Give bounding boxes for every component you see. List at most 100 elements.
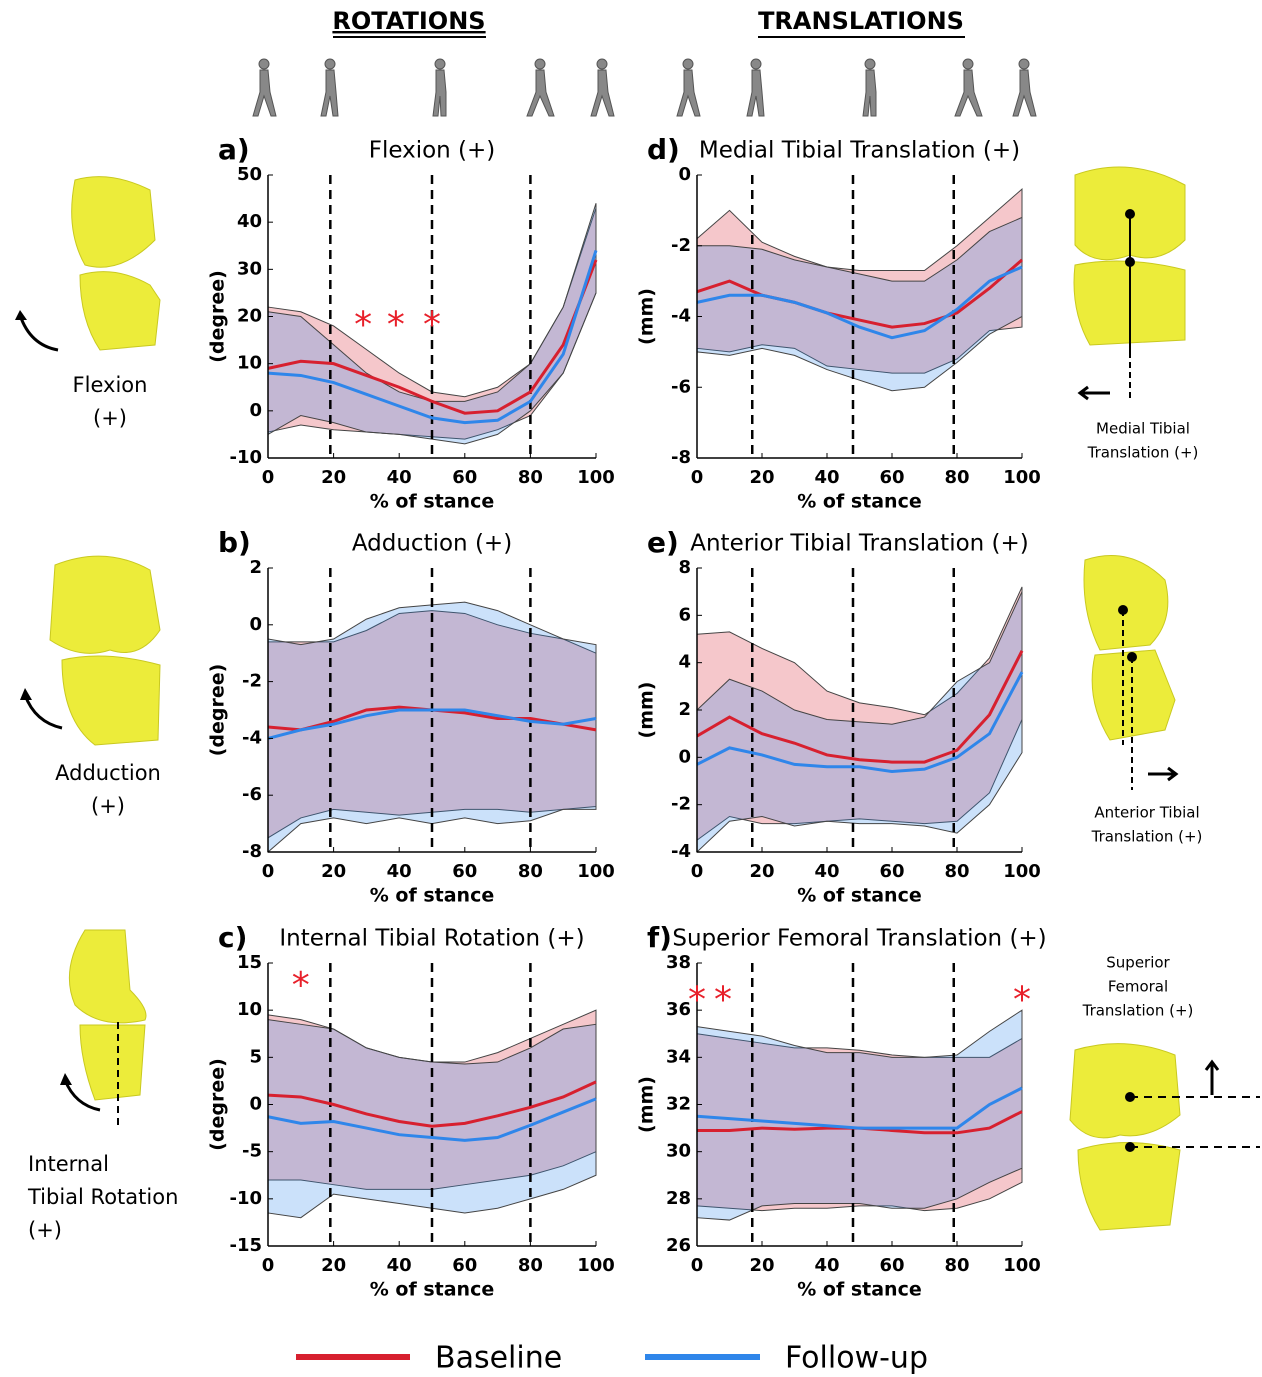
arrow (1148, 766, 1179, 782)
x-tick-label: 20 (749, 1255, 774, 1276)
side-label: Translation (+) (1087, 444, 1199, 462)
x-tick-label: 80 (518, 1255, 543, 1276)
significance-marker: * (387, 305, 405, 346)
mean-line (696, 265, 1023, 340)
arrow (18, 314, 59, 352)
mean-line (267, 1080, 597, 1128)
x-tick-label: 100 (577, 1255, 615, 1276)
y-tick-label: -10 (229, 1188, 262, 1209)
mean-line (267, 250, 598, 425)
y-tick-label: 26 (666, 1235, 691, 1256)
legend-label: Baseline (435, 1341, 562, 1376)
x-tick-label: 0 (691, 1255, 704, 1276)
x-tick-label: 60 (879, 1255, 904, 1276)
x-axis-label: % of stance (370, 885, 494, 907)
band (696, 591, 1023, 854)
y-tick-label: -10 (229, 447, 262, 468)
band (696, 188, 1023, 374)
x-tick-label: 20 (321, 467, 346, 488)
y-tick-label: -8 (671, 447, 691, 468)
x-tick-label: 100 (1003, 1255, 1041, 1276)
panel-title: Flexion (+) (369, 138, 496, 164)
mean-line (696, 1086, 1023, 1130)
band (696, 216, 1023, 392)
y-tick-label: 40 (237, 211, 262, 232)
significance-marker: * (423, 305, 441, 346)
x-tick-label: 20 (749, 861, 774, 882)
x-tick-label: 100 (577, 861, 615, 882)
band (696, 1009, 1023, 1221)
y-tick-label: -5 (242, 1141, 262, 1162)
side-label: Superior (1106, 954, 1170, 972)
y-tick-label: 30 (666, 1141, 691, 1162)
y-axis-label: (degree) (207, 1058, 229, 1151)
side-label: Translation (+) (1091, 828, 1203, 846)
mean-line (696, 650, 1024, 764)
side-label: Internal (28, 1152, 109, 1176)
side-label: Translation (+) (1082, 1002, 1194, 1020)
y-tick-label: 34 (666, 1046, 691, 1067)
significance-marker: * (354, 305, 372, 346)
x-axis-label: % of stance (797, 885, 921, 907)
y-tick-label: 0 (249, 1094, 262, 1115)
band (267, 601, 597, 854)
arrow (15, 310, 27, 320)
y-tick-label: -2 (671, 794, 691, 815)
arrow (1077, 385, 1110, 401)
significance-marker: * (714, 979, 732, 1020)
band (696, 1033, 1023, 1212)
x-axis-label: % of stance (797, 1279, 921, 1301)
y-tick-label: 28 (666, 1188, 691, 1209)
x-tick-label: 20 (321, 861, 346, 882)
x-tick-label: 60 (452, 467, 477, 488)
y-tick-label: 50 (237, 164, 262, 185)
x-tick-label: 20 (321, 1255, 346, 1276)
y-tick-label: -15 (229, 1235, 262, 1256)
x-tick-label: 100 (1003, 467, 1041, 488)
side-label: Anterior Tibial (1094, 804, 1199, 822)
x-tick-label: 80 (944, 467, 969, 488)
mean-line (267, 259, 598, 415)
knee-images (15, 166, 1260, 1231)
legend-label: Follow-up (785, 1341, 928, 1376)
x-axis-label: % of stance (370, 1279, 494, 1301)
y-tick-label: 2 (678, 699, 691, 720)
x-tick-label: 80 (944, 1255, 969, 1276)
panel-label: a) (218, 133, 250, 166)
side-label: (+) (91, 794, 125, 818)
arrow (20, 688, 32, 700)
y-tick-label: 6 (678, 604, 691, 625)
panel-label: d) (647, 133, 680, 166)
panel-title: Medial Tibial Translation (+) (699, 138, 1020, 164)
x-tick-label: 40 (387, 1255, 412, 1276)
y-tick-label: 36 (666, 999, 691, 1020)
x-tick-label: 0 (262, 861, 275, 882)
panel-title: Superior Femoral Translation (+) (672, 926, 1046, 952)
y-axis-label: (mm) (636, 1076, 658, 1133)
x-tick-label: 80 (518, 467, 543, 488)
y-tick-label: 2 (249, 557, 262, 578)
side-label: (+) (28, 1218, 62, 1242)
y-tick-label: 32 (666, 1094, 691, 1115)
panel-label: c) (218, 921, 247, 954)
panel-title: Anterior Tibial Translation (+) (690, 531, 1029, 557)
arrow (60, 1073, 72, 1085)
y-tick-label: 10 (237, 353, 262, 374)
band (267, 203, 597, 445)
mean-line (267, 1097, 597, 1142)
x-tick-label: 40 (814, 1255, 839, 1276)
x-tick-label: 60 (452, 1255, 477, 1276)
panel-label: b) (218, 526, 251, 559)
header: TRANSLATIONS (758, 7, 964, 35)
y-axis-label: (mm) (636, 288, 658, 345)
side-label: (+) (93, 406, 127, 430)
x-tick-label: 40 (387, 861, 412, 882)
y-tick-label: 5 (249, 1046, 262, 1067)
x-axis-label: % of stance (797, 491, 921, 513)
y-tick-label: 0 (678, 746, 691, 767)
x-tick-label: 40 (814, 467, 839, 488)
x-tick-label: 0 (691, 467, 704, 488)
y-tick-label: -2 (671, 235, 691, 256)
x-tick-label: 20 (749, 467, 774, 488)
